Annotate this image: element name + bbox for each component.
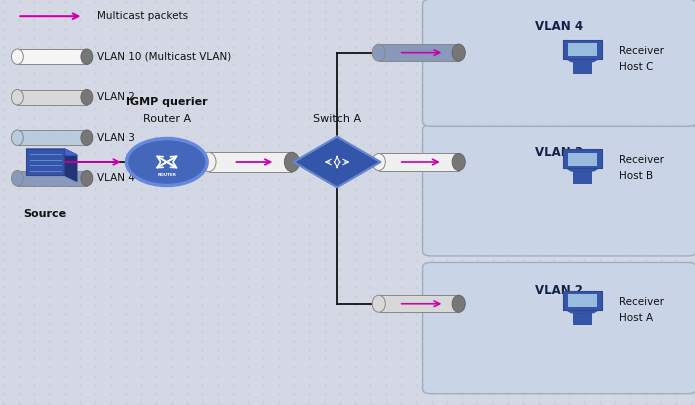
Polygon shape — [567, 59, 598, 62]
Ellipse shape — [11, 49, 24, 64]
Text: Multicast packets: Multicast packets — [97, 11, 188, 21]
Ellipse shape — [11, 171, 24, 186]
Polygon shape — [567, 168, 598, 171]
FancyBboxPatch shape — [26, 149, 64, 175]
Ellipse shape — [373, 295, 385, 312]
FancyBboxPatch shape — [568, 43, 597, 56]
Text: VLAN 2: VLAN 2 — [535, 284, 584, 296]
Text: VLAN 2: VLAN 2 — [97, 92, 135, 102]
FancyBboxPatch shape — [208, 152, 292, 172]
Ellipse shape — [452, 44, 465, 61]
Text: VLAN 4: VLAN 4 — [97, 173, 135, 183]
FancyBboxPatch shape — [423, 125, 695, 256]
Ellipse shape — [284, 152, 300, 172]
FancyBboxPatch shape — [423, 262, 695, 394]
Ellipse shape — [452, 295, 465, 312]
Text: VLAN 3: VLAN 3 — [97, 133, 135, 143]
FancyBboxPatch shape — [379, 295, 459, 312]
Ellipse shape — [201, 152, 216, 172]
FancyBboxPatch shape — [573, 171, 591, 183]
Polygon shape — [567, 310, 598, 313]
Ellipse shape — [81, 130, 93, 145]
Text: VLAN 10 (Multicast VLAN): VLAN 10 (Multicast VLAN) — [97, 52, 231, 62]
Polygon shape — [26, 149, 76, 155]
FancyBboxPatch shape — [17, 90, 87, 105]
Text: Source: Source — [24, 209, 67, 219]
Text: Host C: Host C — [619, 62, 653, 72]
Ellipse shape — [81, 49, 93, 64]
FancyBboxPatch shape — [568, 153, 597, 166]
FancyBboxPatch shape — [17, 171, 87, 186]
Text: ROUTER: ROUTER — [157, 173, 177, 177]
FancyBboxPatch shape — [17, 49, 87, 64]
Text: VLAN 4: VLAN 4 — [535, 20, 584, 33]
Ellipse shape — [81, 90, 93, 105]
Ellipse shape — [11, 90, 24, 105]
Ellipse shape — [81, 171, 93, 186]
FancyBboxPatch shape — [573, 313, 591, 324]
FancyBboxPatch shape — [563, 40, 602, 59]
FancyBboxPatch shape — [423, 0, 695, 126]
Text: Receiver: Receiver — [619, 155, 664, 165]
FancyBboxPatch shape — [17, 130, 87, 145]
FancyBboxPatch shape — [573, 62, 591, 73]
FancyBboxPatch shape — [563, 291, 602, 310]
Ellipse shape — [373, 44, 385, 61]
FancyBboxPatch shape — [568, 294, 597, 307]
Ellipse shape — [373, 153, 385, 171]
Ellipse shape — [11, 130, 24, 145]
Text: Host A: Host A — [619, 313, 653, 323]
Text: Host B: Host B — [619, 171, 653, 181]
FancyBboxPatch shape — [379, 44, 459, 61]
Polygon shape — [64, 149, 76, 181]
Text: Receiver: Receiver — [619, 297, 664, 307]
Text: Switch A: Switch A — [313, 113, 361, 124]
Text: IGMP querier: IGMP querier — [126, 97, 208, 107]
Text: Router A: Router A — [142, 113, 191, 124]
Circle shape — [126, 139, 207, 185]
Text: Receiver: Receiver — [619, 46, 664, 55]
Ellipse shape — [452, 153, 465, 171]
FancyBboxPatch shape — [563, 149, 602, 168]
Polygon shape — [294, 137, 380, 187]
FancyBboxPatch shape — [379, 153, 459, 171]
Text: VLAN 3: VLAN 3 — [535, 146, 584, 159]
